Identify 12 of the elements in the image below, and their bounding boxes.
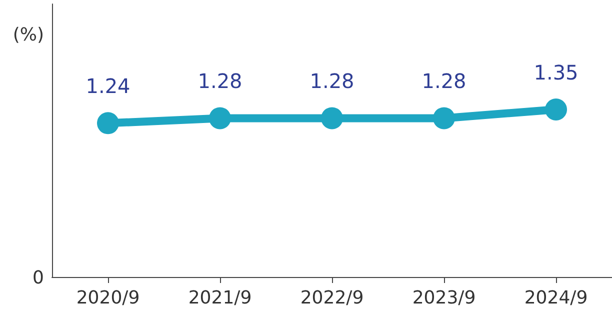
x-tick-label: 2023/9: [412, 288, 476, 308]
data-label: 1.28: [422, 69, 466, 94]
x-tick-label: 2020/9: [76, 288, 140, 308]
data-label: 1.35: [534, 60, 578, 85]
data-label: 1.28: [198, 69, 242, 94]
x-tick-label: 2022/9: [300, 288, 364, 308]
text: 0: [32, 268, 44, 288]
y-axis-title: (%): [12, 24, 44, 46]
x-tick-label: 2021/9: [188, 288, 252, 308]
data-label: 1.28: [310, 69, 354, 94]
x-tick-label: 2024/9: [524, 288, 588, 308]
data-label: 1.24: [86, 74, 130, 98]
